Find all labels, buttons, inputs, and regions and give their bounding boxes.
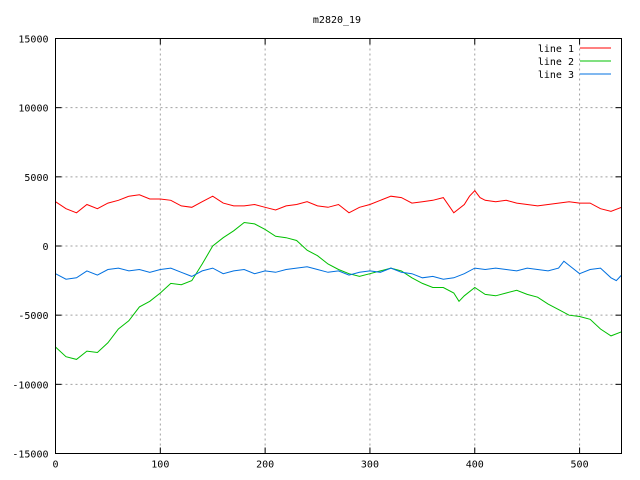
series-line-2 [55,221,622,360]
y-tick-label: 10000 [18,104,48,115]
series-line-1 [55,189,622,214]
axis-ticks: 0 100 200 300 400 500 -15000 -10000 -5000 0 5000 10… [12,35,622,471]
y-tick-label: -15000 [12,450,48,461]
y-tick-label: 15000 [18,35,48,46]
x-tick-label: 100 [151,460,169,471]
x-tick-label: 200 [256,460,274,471]
x-tick-label: 0 [52,460,58,471]
x-tick-label: 300 [361,460,379,471]
series-line-3 [55,260,622,282]
y-tick-label: 0 [42,242,48,253]
y-tick-label: -5000 [18,311,48,322]
y-tick-label: -10000 [12,380,48,391]
series-lines [55,189,622,360]
y-tick-label: 5000 [24,173,48,184]
chart-title: m2820_19 [313,15,361,26]
legend-label-3: line 3 [538,70,574,81]
grid-lines [55,38,622,454]
legend-label-1: line 1 [538,44,574,55]
x-tick-label: 500 [571,460,589,471]
legend: line 1 line 2 line 3 [538,44,611,81]
legend-label-2: line 2 [538,57,574,68]
x-tick-label: 400 [466,460,484,471]
